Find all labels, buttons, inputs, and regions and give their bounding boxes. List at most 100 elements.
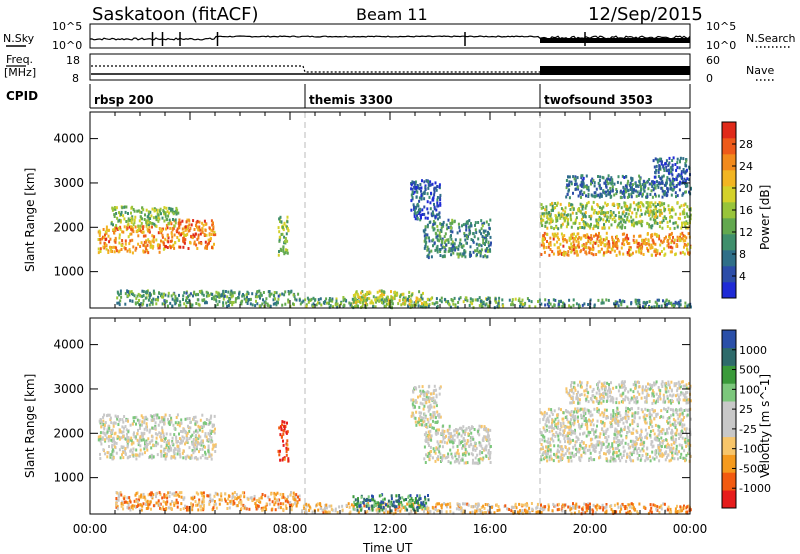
heat-cell xyxy=(656,222,659,225)
heat-cell xyxy=(119,225,122,229)
heat-cell xyxy=(431,426,434,430)
heat-cell xyxy=(118,448,121,452)
heat-cell xyxy=(608,245,611,249)
heat-cell xyxy=(666,193,669,197)
heat-cell xyxy=(604,243,607,247)
heat-cell xyxy=(428,236,430,240)
heat-cell xyxy=(447,218,450,222)
heat-cell xyxy=(686,304,689,308)
heat-cell xyxy=(417,212,420,215)
heat-cell xyxy=(141,217,143,221)
heat-cell xyxy=(556,232,559,236)
heat-cell xyxy=(521,511,524,515)
heat-cell xyxy=(615,253,618,257)
heat-cell xyxy=(139,437,141,441)
heat-cell xyxy=(127,436,130,440)
heat-cell xyxy=(474,509,476,513)
heat-cell xyxy=(576,232,579,236)
heat-cell xyxy=(142,249,145,253)
heat-cell xyxy=(99,421,102,425)
heat-cell xyxy=(182,428,185,431)
nsky-label: N.Sky xyxy=(3,32,35,45)
heat-cell xyxy=(640,187,643,191)
heat-cell xyxy=(546,226,549,230)
heat-cell xyxy=(670,215,673,219)
heat-cell xyxy=(635,211,638,215)
heat-cell xyxy=(603,213,606,217)
heat-cell xyxy=(341,508,344,512)
heat-cell xyxy=(196,292,198,296)
heat-cell xyxy=(174,296,177,300)
heat-cell xyxy=(653,249,656,253)
heat-cell xyxy=(168,206,171,210)
heat-cell xyxy=(654,171,657,175)
heat-cell xyxy=(315,303,318,307)
heat-cell xyxy=(139,448,142,452)
heat-cell xyxy=(274,508,277,512)
heat-cell xyxy=(575,216,578,220)
heat-cell xyxy=(101,237,104,241)
heat-cell xyxy=(143,240,146,244)
heat-cell xyxy=(620,303,623,307)
heat-cell xyxy=(567,253,570,257)
heat-cell xyxy=(202,223,205,227)
heat-cell xyxy=(565,195,568,199)
heat-cell xyxy=(117,301,120,305)
heat-cell xyxy=(176,236,179,239)
heat-cell xyxy=(194,443,197,447)
heat-cell xyxy=(640,201,643,205)
heat-cell xyxy=(421,208,424,212)
heat-cell xyxy=(357,510,360,514)
heat-cell xyxy=(428,433,431,437)
heat-cell xyxy=(578,304,581,308)
heat-cell xyxy=(132,230,135,234)
heat-cell xyxy=(682,237,685,241)
heat-cell xyxy=(245,300,248,304)
heat-cell xyxy=(126,436,129,439)
heat-cell xyxy=(278,217,281,221)
heat-cell xyxy=(669,219,671,223)
heat-cell xyxy=(420,216,422,220)
heat-cell xyxy=(411,498,414,502)
heat-cell xyxy=(394,511,397,515)
heat-cell xyxy=(372,301,375,305)
heat-cell xyxy=(117,495,120,499)
heat-cell xyxy=(605,183,608,187)
heat-cell xyxy=(597,221,600,225)
heat-cell xyxy=(438,239,441,243)
heat-cell xyxy=(161,426,164,430)
heat-cell xyxy=(667,238,670,242)
heat-cell xyxy=(456,231,459,235)
heat-cell xyxy=(607,177,610,181)
heat-cell xyxy=(350,503,353,507)
heat-cell xyxy=(643,300,646,304)
heat-cell xyxy=(432,223,435,227)
heat-cell xyxy=(326,301,328,305)
heat-cell xyxy=(670,170,673,174)
heat-cell xyxy=(484,503,487,506)
heat-cell xyxy=(667,245,670,249)
heat-cell xyxy=(572,298,575,302)
heat-cell xyxy=(131,293,134,296)
heat-cell xyxy=(230,292,233,296)
heat-cell xyxy=(556,240,559,244)
heat-cell xyxy=(496,509,499,512)
heat-cell xyxy=(415,508,418,512)
heat-cell xyxy=(674,300,677,304)
heat-cell xyxy=(115,226,118,230)
heat-cell xyxy=(452,247,455,251)
heat-cell xyxy=(97,238,100,241)
heat-cell xyxy=(595,224,598,228)
heat-cell xyxy=(148,225,151,229)
heat-cell xyxy=(478,441,481,445)
heat-cell xyxy=(663,215,666,219)
heat-cell xyxy=(665,303,668,306)
heat-cell xyxy=(587,236,590,240)
heat-cell xyxy=(122,445,125,449)
heat-cell xyxy=(150,446,153,450)
heat-cell xyxy=(176,452,179,456)
heat-cell xyxy=(431,296,434,300)
heat-cell xyxy=(486,233,489,237)
heat-cell xyxy=(633,221,636,225)
heat-cell xyxy=(141,303,144,307)
